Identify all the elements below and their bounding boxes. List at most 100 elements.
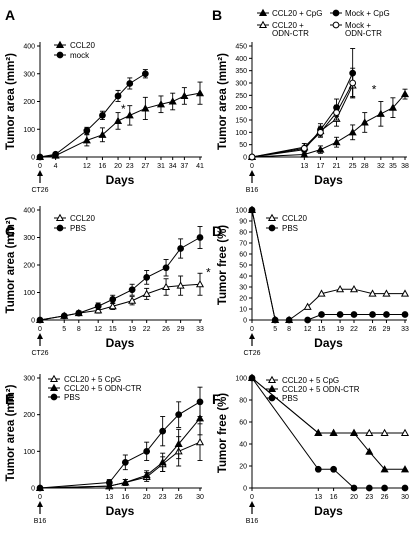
legend-marker [267,384,277,393]
arrow-label: CT26 [31,187,48,194]
y-tick-label: 200 [23,99,35,106]
x-axis-label: Days [106,504,135,518]
data-point [126,80,134,87]
data-point [348,128,357,136]
legend-marker [332,21,340,29]
data-point [336,284,345,293]
legend-label: ODN-CTR [345,29,382,38]
data-point [388,103,397,111]
data-point [195,414,205,422]
series-1 [35,401,205,492]
arrow-head [37,170,43,176]
data-point [400,89,410,98]
legend-item: mock [54,51,90,60]
y-tick-label: 150 [235,118,247,125]
x-tick-label: 0 [38,326,42,333]
x-tick-label: 13 [300,163,308,170]
x-tick-label: 25 [349,163,357,170]
x-tick-label: 26 [369,326,377,333]
x-tick-label: 26 [162,326,170,333]
x-tick-label: 20 [350,494,358,501]
y-tick-label: 400 [23,208,35,215]
data-point [365,428,374,437]
x-tick-label: 8 [77,326,81,333]
legend-item: CCL20 + 5 CpG [266,375,339,385]
data-point [128,296,137,304]
legend-item: PBS [266,224,298,233]
data-point [300,150,309,158]
x-axis-label: Days [314,336,343,350]
x-tick-label: 12 [304,326,312,333]
x-tick-label: 20 [114,163,122,170]
data-point [318,311,325,318]
arrow-label: CT26 [31,350,48,357]
data-point [380,465,389,473]
y-tick-label: 100 [235,208,247,215]
data-point [121,478,130,486]
x-tick-label: 0 [38,163,42,170]
legend-label: CCL20 + [272,21,304,30]
x-tick-label: 0 [250,326,254,333]
y-tick-label: 200 [23,263,35,270]
legend-item: CCL20 [54,213,95,223]
data-point [114,92,122,100]
legend-marker [258,8,268,17]
data-point [349,284,359,293]
y-tick-label: 300 [23,71,35,78]
x-tick-label: 12 [83,163,91,170]
data-point [36,153,44,161]
data-point [180,91,189,100]
data-point [400,465,410,473]
data-point [195,88,205,97]
legend-marker [268,224,276,232]
arrow-head [37,501,43,507]
x-tick-label: 30 [401,494,409,501]
data-point [248,153,256,161]
x-tick-label: 22 [350,326,358,333]
data-point [381,484,388,492]
data-point [98,130,107,138]
data-point [303,302,312,310]
data-point [349,428,359,437]
legend-item: PBS [266,394,298,403]
significance-star: * [372,83,377,97]
x-axis-label: Days [106,173,135,187]
data-point [248,374,256,382]
data-point [128,286,136,294]
data-point [142,470,151,479]
legend-label: CCL20 [70,41,95,50]
data-point [330,465,337,473]
y-tick-label: 80 [239,230,247,237]
x-axis-label: Days [106,336,135,350]
y-tick-label: 100 [23,127,35,134]
series-line [251,209,405,321]
y-tick-label: 20 [239,464,247,471]
data-point [105,479,113,486]
y-axis-label: Tumor area (mm²) [5,384,17,481]
legend-label: mock [70,51,90,60]
data-point [365,484,373,492]
legend-marker [267,213,277,222]
data-point [365,447,374,455]
data-point [99,111,106,119]
panel-letter: E [5,391,14,407]
data-point [336,311,344,318]
legend-item: Mock + CpG [330,9,390,18]
y-tick-label: 350 [235,68,247,75]
data-point [162,264,170,272]
y-tick-label: 0 [243,486,247,493]
legend-label: PBS [282,394,298,403]
data-point [175,411,183,419]
data-point [94,302,102,310]
data-point [156,100,166,108]
x-tick-label: 16 [99,163,107,170]
data-point [195,280,205,288]
series-3 [248,67,357,161]
series-0 [247,205,410,324]
panel-e: E 0 100 200 300 0 13 16 20 23 26 30 Tumor area (mm²)… [5,374,205,525]
data-point [125,111,134,119]
x-tick-label: 0 [250,494,254,501]
y-tick-label: 0 [31,486,35,493]
legend-label: PBS [282,224,298,233]
data-point [162,282,171,291]
